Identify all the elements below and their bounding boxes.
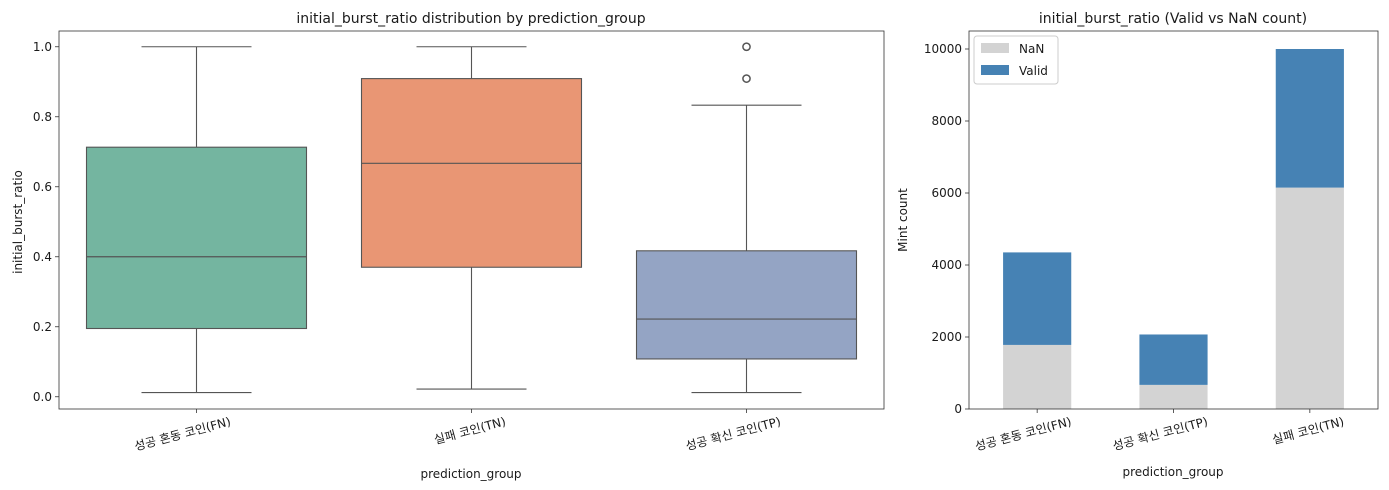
stacked-bar-chart: initial_burst_ratio (Valid vs NaN count)… — [896, 11, 1379, 479]
outlier-point — [742, 74, 751, 83]
y-tick-label: 0.2 — [33, 320, 52, 334]
box-plot-y-axis-label: initial_burst_ratio — [11, 170, 25, 274]
box-plot-title: initial_burst_ratio distribution by pred… — [296, 11, 645, 27]
box-plot-axes-frame — [58, 30, 885, 410]
bar-nan — [1139, 384, 1208, 409]
box-plot-x-axis-label: prediction_group — [420, 467, 521, 481]
y-tick-label: 8000 — [931, 114, 962, 128]
box — [85, 146, 308, 330]
y-tick-label: 0 — [954, 402, 962, 416]
legend-swatch-nan — [981, 43, 1009, 53]
x-tick-label: 성공 혼동 코인(FN) — [974, 414, 1073, 453]
bar-nan — [1003, 344, 1072, 409]
y-tick-label: 2000 — [931, 330, 962, 344]
bar-valid — [1139, 334, 1208, 385]
box — [360, 78, 583, 268]
box-plot-marks: 0.0 0.2 0.4 0.6 0.8 1.0 성공 혼동 코인(FN) 실패 코인(TN) 성… — [33, 40, 858, 454]
x-tick-label: 성공 확신 코인(TP) — [1111, 414, 1209, 453]
y-tick-label: 0.4 — [33, 250, 52, 264]
legend: NaN Valid — [973, 35, 1059, 85]
stacked-bar-x-axis-label: prediction_group — [1122, 465, 1223, 479]
x-tick-label: 실패 코인(TN) — [1271, 414, 1346, 447]
box-plot-chart: initial_burst_ratio distribution by pred… — [11, 11, 885, 481]
box — [635, 250, 858, 360]
x-tick-label: 실패 코인(TN) — [433, 414, 508, 447]
stacked-bar-marks: 0 2000 4000 6000 8000 10000 성공 혼동 코인(FN) 성공 확신 … — [924, 42, 1346, 454]
stacked-bar-title: initial_burst_ratio (Valid vs NaN count) — [1039, 11, 1307, 27]
y-tick-label: 6000 — [931, 186, 962, 200]
x-tick-label: 성공 혼동 코인(FN) — [133, 414, 232, 453]
stacked-bar-axes-frame — [968, 30, 1379, 410]
legend-swatch-valid — [981, 65, 1009, 75]
y-tick-label: 0.8 — [33, 110, 52, 124]
bar-valid — [1003, 252, 1072, 345]
y-tick-label: 4000 — [931, 258, 962, 272]
bar-nan — [1275, 187, 1344, 409]
stacked-bar-y-axis-label: Mint count — [896, 188, 910, 252]
bar-valid — [1275, 49, 1344, 188]
y-tick-label: 1.0 — [33, 40, 52, 54]
x-tick-label: 성공 확신 코인(TP) — [684, 414, 782, 453]
legend-label-valid: Valid — [1019, 64, 1048, 78]
legend-label-nan: NaN — [1019, 42, 1044, 56]
y-tick-label: 0.0 — [33, 390, 52, 404]
y-tick-label: 0.6 — [33, 180, 52, 194]
y-tick-label: 10000 — [924, 42, 962, 56]
outlier-point — [742, 42, 751, 52]
